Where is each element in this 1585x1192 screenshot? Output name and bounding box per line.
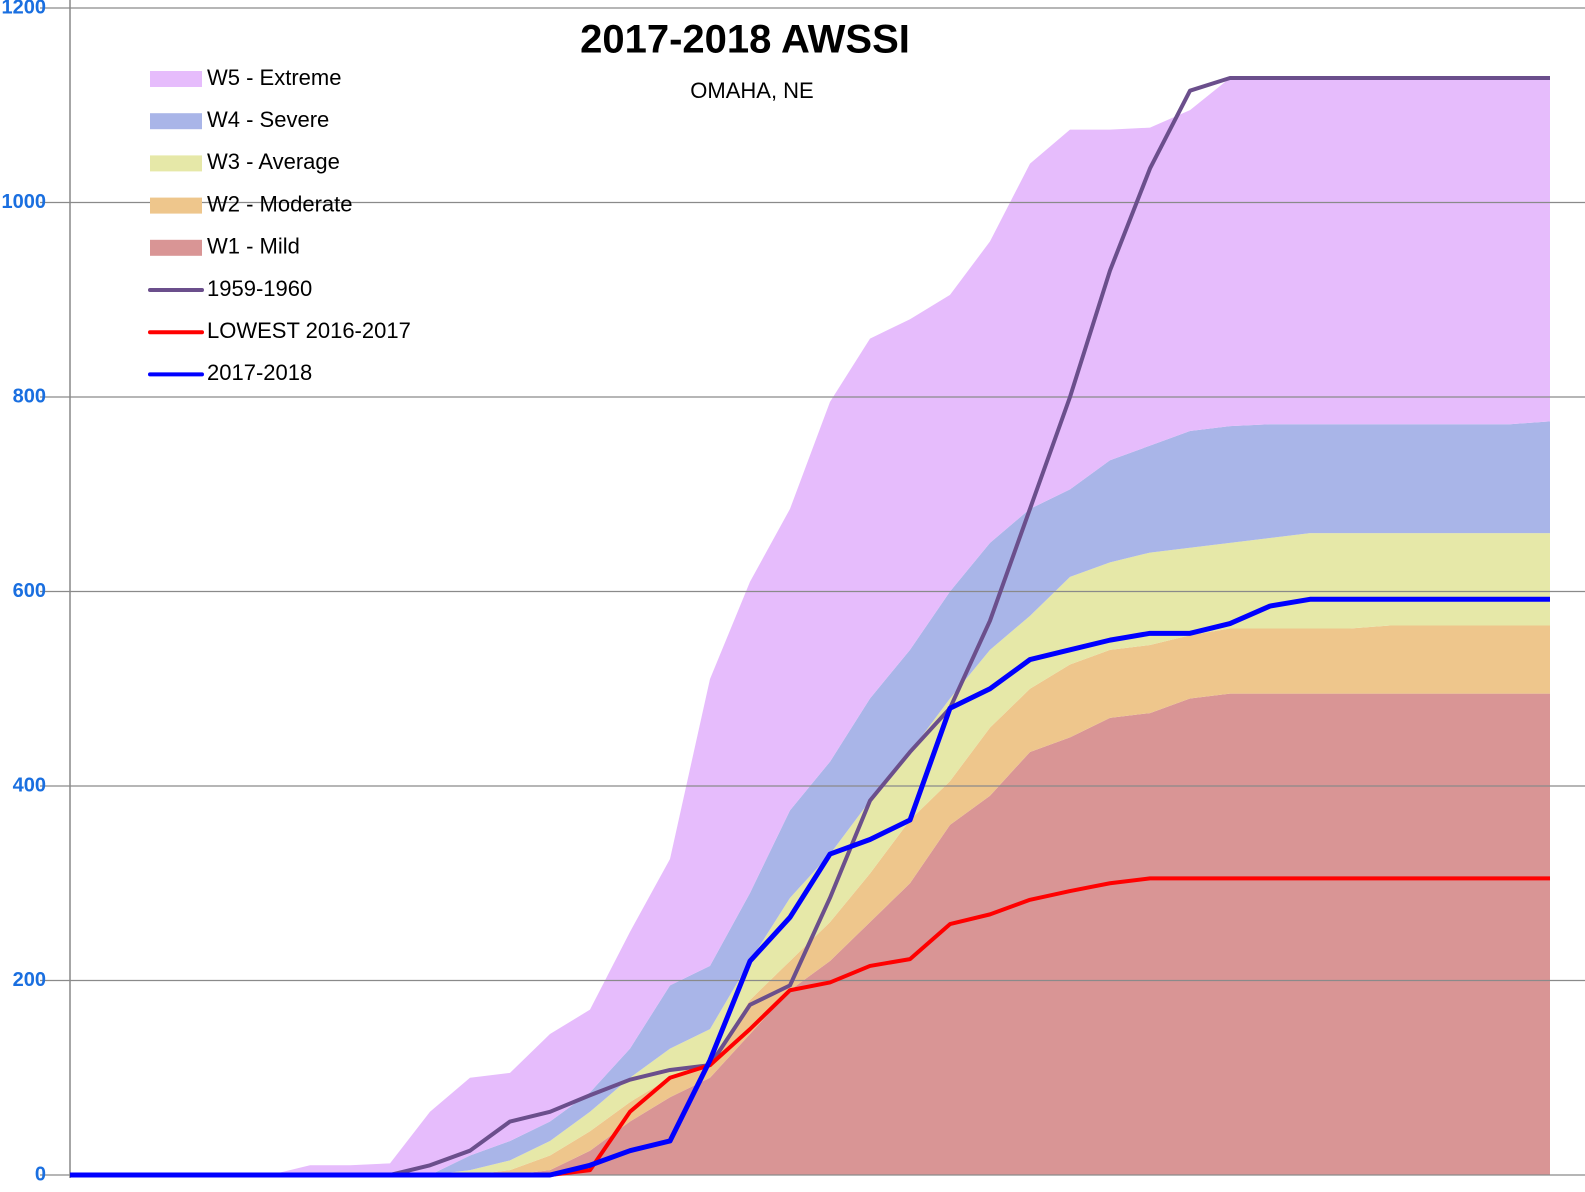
legend-label: LOWEST 2016-2017 bbox=[207, 318, 411, 343]
legend-label: W2 - Moderate bbox=[207, 191, 353, 216]
legend-label: W4 - Severe bbox=[207, 107, 329, 132]
legend-swatch bbox=[150, 71, 202, 87]
area bbox=[70, 625, 1550, 1175]
y-tick-label: 1000 bbox=[2, 191, 47, 213]
legend-label: 1959-1960 bbox=[207, 276, 312, 301]
area bbox=[70, 78, 1550, 1175]
y-tick-label: 0 bbox=[35, 1163, 46, 1185]
y-tick-label: 400 bbox=[13, 774, 46, 796]
legend-swatch bbox=[150, 239, 202, 256]
legend-swatch bbox=[150, 155, 202, 172]
y-tick-label: 600 bbox=[13, 580, 46, 602]
legend-label: 2017-2018 bbox=[207, 360, 312, 385]
chart-subtitle: OMAHA, NE bbox=[690, 78, 813, 103]
legend-label: W3 - Average bbox=[207, 149, 340, 174]
area bbox=[70, 693, 1550, 1175]
y-tick-label: 200 bbox=[13, 969, 46, 991]
legend-swatch bbox=[150, 197, 202, 214]
legend-label: W1 - Mild bbox=[207, 234, 300, 259]
area bbox=[70, 421, 1550, 1175]
y-tick-label: 1200 bbox=[2, 0, 47, 18]
chart-title: 2017-2018 AWSSI bbox=[580, 18, 910, 62]
legend-swatch bbox=[150, 113, 202, 130]
y-tick-label: 800 bbox=[13, 385, 46, 407]
line bbox=[70, 596, 1550, 1178]
legend-label: W5 - Extreme bbox=[207, 65, 341, 90]
